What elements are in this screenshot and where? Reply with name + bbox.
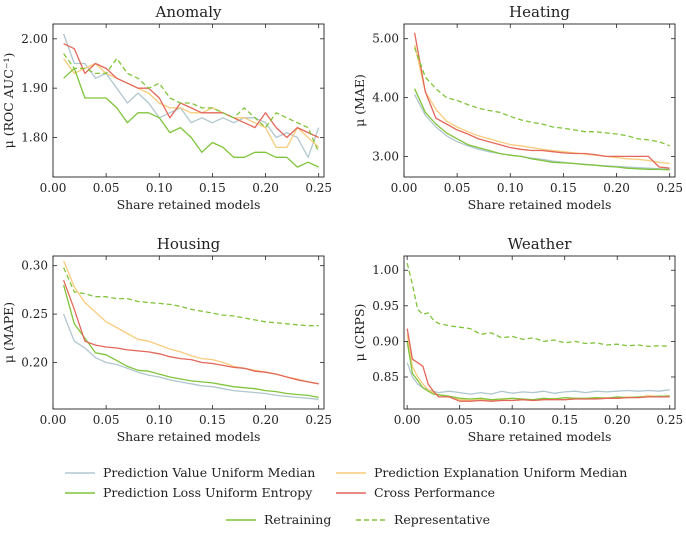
y-tick-label: 1.90: [21, 81, 48, 95]
series-line-plue: [414, 88, 670, 171]
legend-label: Prediction Loss Uniform Entropy: [103, 485, 313, 500]
x-tick-label: 0.20: [603, 181, 630, 195]
x-tick-label: 0.05: [446, 413, 473, 427]
chart-panel-1: 0.00 0.05 0.10 0.15 0.20 0.25 3.00 4.00 5.00 Heat…: [352, 3, 683, 212]
chart-panel-3: 0.00 0.05 0.10 0.15 0.20 0.25 0.85 0.90 0.95 1.00…: [352, 235, 683, 444]
y-axis-label: μ (MAPE): [1, 302, 16, 363]
legend-entry-pvum: Prediction Value Uniform Median: [65, 465, 315, 480]
series-line-pvum: [62, 313, 319, 400]
legend-label: Cross Performance: [374, 485, 495, 500]
y-tick-label: 0.25: [21, 307, 48, 321]
x-tick-label: 0.00: [40, 181, 67, 195]
x-tick-label: 0.15: [550, 181, 577, 195]
chart-title: Anomaly: [155, 3, 222, 21]
x-tick-label: 0.10: [499, 413, 526, 427]
series-line-pvum: [414, 94, 670, 170]
x-tick-label: 0.10: [146, 181, 173, 195]
chart-panel-2: 0.00 0.05 0.10 0.15 0.20 0.25 0.20 0.25 0.30 Hous…: [1, 235, 332, 444]
legend-entry-cp: Cross Performance: [336, 485, 495, 500]
x-tick-label: 0.20: [604, 413, 631, 427]
series-line-plue: [62, 284, 319, 399]
x-tick-label: 0.15: [199, 181, 226, 195]
legend-label: Representative: [394, 512, 490, 527]
y-tick-label: 1.00: [372, 263, 399, 277]
series-group: [406, 262, 670, 402]
legend-label: Prediction Value Uniform Median: [103, 465, 315, 480]
chart-panel-0: 0.00 0.05 0.10 0.15 0.20 0.25 1.80 1.90 2.00 Anom…: [1, 3, 332, 212]
series-line-rep: [413, 47, 670, 147]
y-tick-label: 0.85: [372, 370, 399, 384]
x-axis-label: Share retained models: [117, 197, 261, 212]
chart-title: Heating: [509, 3, 570, 21]
series-group: [413, 32, 670, 171]
x-tick-label: 0.20: [252, 181, 279, 195]
y-tick-label: 0.30: [21, 259, 48, 273]
x-tick-label: 0.05: [444, 181, 471, 195]
chart-title: Weather: [508, 235, 573, 253]
series-line-pvum: [406, 362, 670, 395]
x-axis-label: Share retained models: [117, 429, 261, 444]
series-line-peum: [63, 58, 320, 149]
legend-label: Retraining: [264, 512, 331, 527]
y-axis-label: μ (ROC AUC⁻¹): [1, 53, 16, 149]
plot-frame: [52, 23, 325, 178]
y-tick-label: 3.00: [372, 149, 399, 163]
chart-title: Housing: [157, 235, 221, 253]
x-tick-label: 0.25: [656, 413, 683, 427]
legend: Prediction Value Uniform Median Predictio…: [65, 465, 627, 527]
series-line-cp: [406, 328, 670, 402]
series-line-plue: [406, 341, 670, 401]
plot-frame: [52, 255, 325, 410]
x-tick-label: 0.25: [305, 413, 332, 427]
x-tick-label: 0.05: [93, 181, 120, 195]
x-axis-label: Share retained models: [468, 197, 612, 212]
x-tick-label: 0.15: [551, 413, 578, 427]
legend-entry-rep: Representative: [356, 512, 490, 527]
series-line-rep: [63, 267, 319, 327]
legend-entry-peum: Prediction Explanation Uniform Median: [336, 465, 627, 480]
legend-entry-ret: Retraining: [226, 512, 331, 527]
x-tick-label: 0.25: [656, 181, 683, 195]
series-line-rep: [63, 53, 320, 153]
series-line-cp: [62, 279, 319, 385]
series-line-plue: [63, 67, 319, 168]
y-tick-label: 2.00: [21, 32, 48, 46]
legend-entry-plue: Prediction Loss Uniform Entropy: [65, 485, 313, 500]
x-tick-label: 0.00: [391, 181, 418, 195]
y-tick-label: 0.90: [372, 334, 399, 348]
series-group: [62, 260, 319, 400]
x-tick-label: 0.00: [394, 413, 421, 427]
y-tick-label: 4.00: [372, 91, 399, 105]
legend-label: Prediction Explanation Uniform Median: [374, 465, 627, 480]
y-axis-label: μ (MAE): [352, 74, 367, 127]
plot-frame: [403, 23, 676, 178]
series-line-peum: [413, 44, 670, 165]
series-line-peum: [62, 260, 319, 385]
series-line-cp: [413, 32, 670, 169]
x-tick-label: 0.05: [93, 413, 120, 427]
y-tick-label: 0.20: [21, 356, 48, 370]
chart-panels: 0.00 0.05 0.10 0.15 0.20 0.25 1.80 1.90 2.00 Anom…: [1, 3, 683, 444]
x-tick-label: 0.10: [497, 181, 524, 195]
y-axis-label: μ (CRPS): [352, 304, 367, 362]
y-tick-label: 0.95: [372, 299, 399, 313]
x-tick-label: 0.25: [305, 181, 332, 195]
series-line-rep: [406, 262, 670, 348]
x-tick-label: 0.00: [40, 413, 67, 427]
x-axis-label: Share retained models: [468, 429, 612, 444]
y-tick-label: 1.80: [21, 131, 48, 145]
series-line-pvum: [62, 33, 320, 158]
x-tick-label: 0.20: [252, 413, 279, 427]
x-tick-label: 0.10: [146, 413, 173, 427]
series-group: [62, 33, 320, 168]
series-line-cp: [63, 43, 319, 139]
plot-frame: [403, 255, 676, 410]
x-tick-label: 0.15: [199, 413, 226, 427]
y-tick-label: 5.00: [372, 32, 399, 46]
